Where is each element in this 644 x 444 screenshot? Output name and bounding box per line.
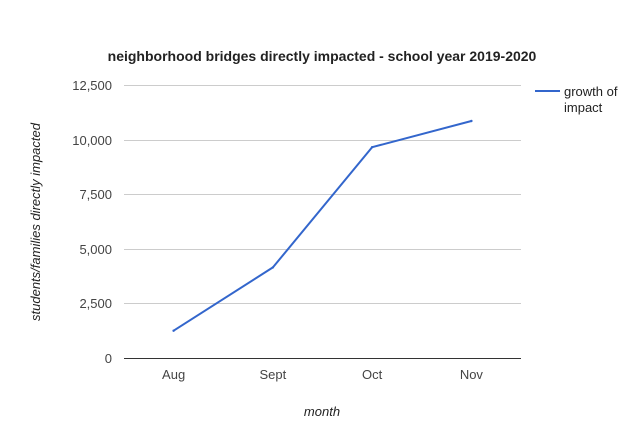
legend: growth of impact [535, 84, 618, 115]
data-point [370, 146, 374, 149]
x-tick-label: Aug [162, 367, 185, 382]
series-line [172, 120, 473, 332]
y-tick-label: 5,000 [79, 242, 112, 257]
data-point [172, 329, 175, 332]
x-axis-label: month [304, 404, 340, 419]
series-lines [172, 119, 473, 332]
y-axis-label: students/families directly impacted [28, 122, 43, 321]
legend-label: growth of impact [564, 84, 618, 115]
gridlines [124, 85, 521, 359]
x-axis-ticks: Aug Sept Oct Nov [162, 367, 483, 382]
chart-title: neighborhood bridges directly impacted -… [108, 48, 537, 64]
y-tick-label: 2,500 [79, 296, 112, 311]
data-point [470, 119, 473, 123]
x-tick-label: Nov [460, 367, 484, 382]
data-point [271, 266, 275, 269]
y-tick-label: 7,500 [79, 187, 112, 202]
y-tick-label: 0 [105, 351, 112, 366]
y-axis-ticks: 0 2,500 5,000 7,500 10,000 12,500 [72, 78, 112, 366]
y-tick-label: 12,500 [72, 78, 112, 93]
x-tick-label: Oct [362, 367, 383, 382]
x-tick-label: Sept [260, 367, 287, 382]
y-tick-label: 10,000 [72, 133, 112, 148]
